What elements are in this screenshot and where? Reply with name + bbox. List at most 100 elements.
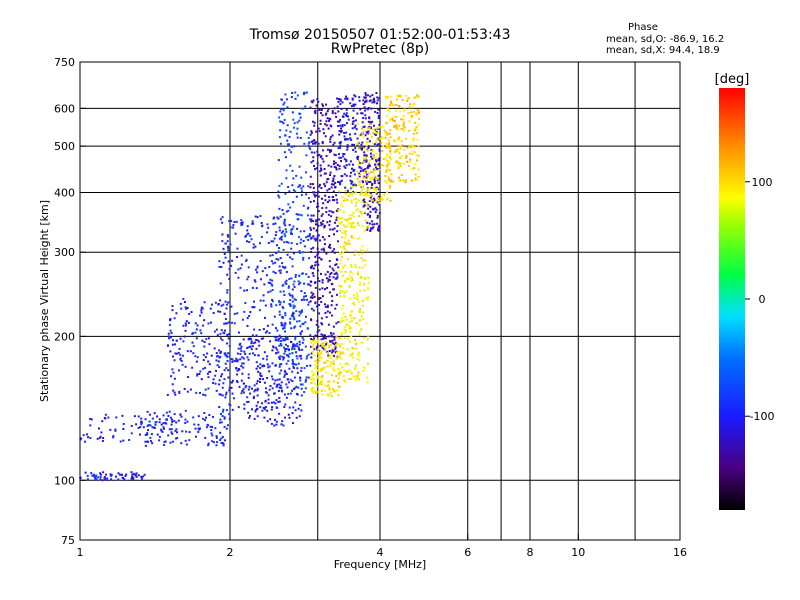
- data-point: [308, 301, 311, 304]
- data-point: [303, 245, 306, 248]
- data-point: [207, 444, 210, 447]
- data-point: [300, 176, 303, 179]
- data-point: [350, 276, 353, 279]
- data-point: [316, 345, 319, 348]
- data-point: [336, 230, 339, 233]
- data-point: [223, 369, 226, 372]
- data-point: [350, 378, 353, 381]
- data-point: [161, 430, 164, 433]
- data-point: [315, 229, 318, 232]
- data-point: [310, 130, 313, 133]
- data-point: [365, 201, 368, 204]
- data-point: [330, 304, 333, 307]
- data-point: [339, 142, 342, 145]
- data-point: [363, 282, 366, 285]
- data-point: [372, 172, 375, 175]
- data-point: [175, 431, 178, 434]
- data-point: [239, 358, 242, 361]
- data-point: [319, 164, 322, 167]
- data-point: [228, 413, 231, 416]
- data-point: [227, 321, 230, 324]
- data-point: [247, 358, 250, 361]
- data-point: [367, 190, 370, 193]
- data-point: [204, 416, 207, 419]
- data-point: [228, 219, 231, 222]
- data-point: [351, 98, 354, 101]
- data-point: [333, 165, 336, 168]
- data-point: [277, 337, 280, 340]
- data-point: [327, 213, 330, 216]
- data-point: [341, 125, 344, 128]
- data-point: [356, 297, 359, 300]
- data-point: [172, 339, 175, 342]
- x-tick-label: 1: [77, 546, 84, 559]
- data-point: [302, 295, 305, 298]
- data-point: [247, 338, 250, 341]
- data-point: [334, 161, 337, 164]
- data-point: [316, 357, 319, 360]
- data-point: [377, 229, 380, 232]
- data-point: [266, 324, 269, 327]
- data-point: [183, 387, 186, 390]
- data-point: [371, 135, 374, 138]
- data-point: [220, 266, 223, 269]
- data-point: [284, 266, 287, 269]
- data-point: [351, 97, 354, 100]
- data-point: [351, 180, 354, 183]
- data-point: [183, 301, 186, 304]
- data-point: [101, 420, 104, 423]
- data-point: [191, 341, 194, 344]
- data-point: [335, 322, 338, 325]
- data-point: [291, 91, 294, 94]
- data-point: [378, 97, 381, 100]
- data-point: [272, 223, 275, 226]
- data-point: [265, 274, 268, 277]
- x-tick-label: 6: [464, 546, 471, 559]
- data-point: [258, 344, 261, 347]
- data-point: [255, 367, 258, 370]
- data-point: [226, 333, 229, 336]
- data-point: [294, 273, 297, 276]
- data-point: [328, 196, 331, 199]
- data-point: [280, 339, 283, 342]
- data-point: [294, 97, 297, 100]
- data-point: [292, 365, 295, 368]
- data-point: [223, 252, 226, 255]
- data-point: [355, 364, 358, 367]
- data-point: [302, 258, 305, 261]
- data-point: [296, 218, 299, 221]
- data-point: [284, 224, 287, 227]
- data-point: [378, 212, 381, 215]
- data-point: [351, 122, 354, 125]
- data-point: [298, 112, 301, 115]
- data-point: [278, 226, 281, 229]
- data-point: [352, 215, 355, 218]
- data-point: [200, 378, 203, 381]
- data-point: [249, 392, 252, 395]
- data-point: [356, 292, 359, 295]
- data-point: [298, 343, 301, 346]
- data-point: [294, 91, 297, 94]
- data-point: [296, 342, 299, 345]
- data-point: [335, 356, 338, 359]
- data-point: [345, 159, 348, 162]
- data-point: [221, 221, 224, 224]
- data-point: [329, 171, 332, 174]
- data-point: [336, 342, 339, 345]
- y-tick-label: 400: [54, 186, 75, 199]
- data-point: [283, 352, 286, 355]
- data-point: [249, 234, 252, 237]
- data-point: [322, 104, 325, 107]
- data-point: [192, 345, 195, 348]
- data-point: [288, 416, 291, 419]
- data-point: [388, 186, 391, 189]
- data-point: [130, 471, 133, 474]
- data-point: [341, 351, 344, 354]
- data-point: [388, 110, 391, 113]
- data-point: [301, 309, 304, 312]
- data-point: [328, 117, 331, 120]
- data-point: [101, 479, 104, 482]
- data-point: [367, 295, 370, 298]
- data-point: [314, 220, 317, 223]
